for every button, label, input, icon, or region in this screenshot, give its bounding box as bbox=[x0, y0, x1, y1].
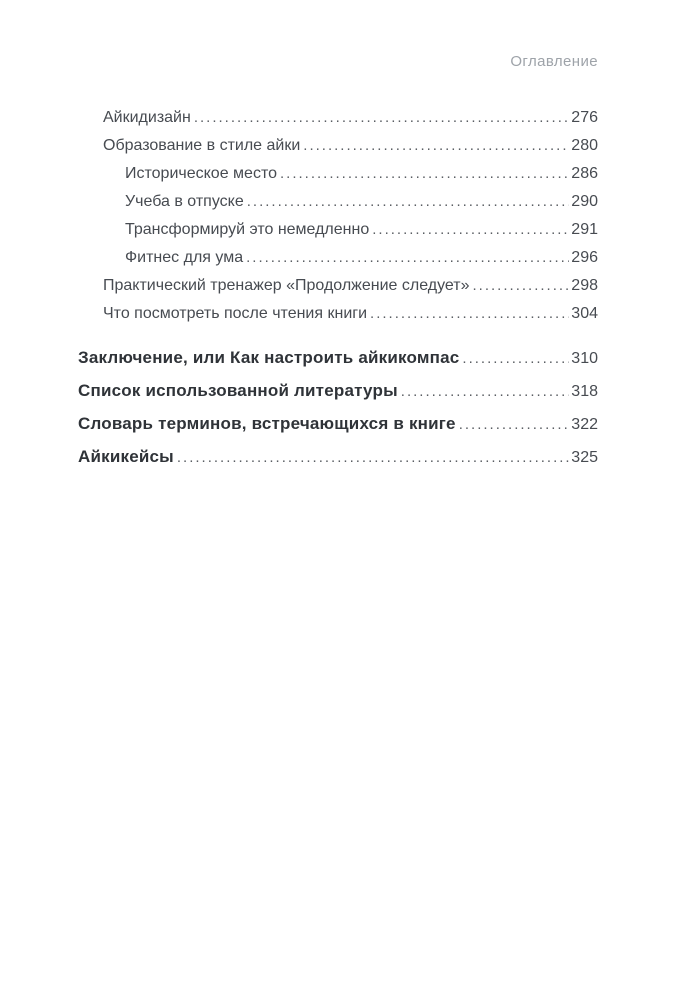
toc-entry[interactable]: Практический тренажер «Продолжение следу… bbox=[78, 272, 598, 300]
toc-entry-title: Что посмотреть после чтения книги bbox=[103, 305, 368, 322]
dot-leader bbox=[194, 104, 569, 132]
toc-entry[interactable]: Историческое место 286 bbox=[78, 160, 598, 188]
dot-leader bbox=[370, 300, 569, 328]
toc-entry-title: Учеба в отпуске bbox=[125, 193, 244, 210]
page-header-title: Оглавление bbox=[510, 53, 598, 70]
toc-section-entry[interactable]: Список использованной литературы 318 bbox=[78, 374, 598, 407]
toc-entry[interactable]: Образование в стиле айки 280 bbox=[78, 132, 598, 160]
toc-section-page: 325 bbox=[571, 449, 598, 466]
toc-entry-page: 304 bbox=[571, 305, 598, 322]
toc-entry-page: 290 bbox=[571, 193, 598, 210]
dot-leader bbox=[473, 272, 570, 300]
toc-section-page: 322 bbox=[571, 416, 598, 433]
dot-leader bbox=[280, 160, 569, 188]
table-of-contents: Айкидизайн 276 Образование в стиле айки … bbox=[78, 104, 598, 473]
toc-entry-title: Айкидизайн bbox=[103, 109, 191, 126]
toc-section-entry[interactable]: Заключение, или Как настроить айкикомпас… bbox=[78, 341, 598, 374]
toc-entry-page: 280 bbox=[571, 137, 598, 154]
toc-section-title: Список использованной литературы bbox=[78, 381, 398, 400]
toc-entry[interactable]: Айкидизайн 276 bbox=[78, 104, 598, 132]
toc-entry-title: Трансформируй это немедленно bbox=[125, 221, 370, 238]
dot-leader bbox=[247, 188, 570, 216]
toc-entry-title: Историческое место bbox=[125, 165, 277, 182]
toc-entry[interactable]: Трансформируй это немедленно 291 bbox=[78, 216, 598, 244]
toc-section-entry[interactable]: Айкикейсы 325 bbox=[78, 440, 598, 473]
toc-entry[interactable]: Фитнес для ума 296 bbox=[78, 244, 598, 272]
toc-section-entry[interactable]: Словарь терминов, встречающихся в книге … bbox=[78, 407, 598, 440]
toc-section-page: 318 bbox=[571, 383, 598, 400]
dot-leader bbox=[303, 132, 569, 160]
dot-leader bbox=[462, 342, 569, 375]
toc-entry-page: 286 bbox=[571, 165, 598, 182]
dot-leader bbox=[459, 408, 570, 441]
dot-leader bbox=[246, 244, 569, 272]
toc-entry-page: 291 bbox=[571, 221, 598, 238]
dot-leader bbox=[177, 441, 569, 474]
toc-entry-title: Практический тренажер «Продолжение следу… bbox=[103, 277, 470, 294]
toc-section-title: Айкикейсы bbox=[78, 447, 174, 466]
toc-entry-title: Образование в стиле айки bbox=[103, 137, 301, 154]
toc-entry-title: Фитнес для ума bbox=[125, 249, 244, 266]
toc-entry-page: 298 bbox=[571, 277, 598, 294]
dot-leader bbox=[372, 216, 569, 244]
dot-leader bbox=[401, 375, 570, 408]
toc-entry[interactable]: Что посмотреть после чтения книги 304 bbox=[78, 300, 598, 328]
toc-entry[interactable]: Учеба в отпуске 290 bbox=[78, 188, 598, 216]
toc-entry-page: 296 bbox=[571, 249, 598, 266]
toc-section-title: Словарь терминов, встречающихся в книге bbox=[78, 414, 456, 433]
toc-section-title: Заключение, или Как настроить айкикомпас bbox=[78, 348, 460, 367]
toc-chapter-entries: Айкидизайн 276 Образование в стиле айки … bbox=[78, 104, 598, 328]
toc-section-page: 310 bbox=[571, 350, 598, 367]
toc-section-entries: Заключение, или Как настроить айкикомпас… bbox=[78, 341, 598, 473]
toc-entry-page: 276 bbox=[571, 109, 598, 126]
